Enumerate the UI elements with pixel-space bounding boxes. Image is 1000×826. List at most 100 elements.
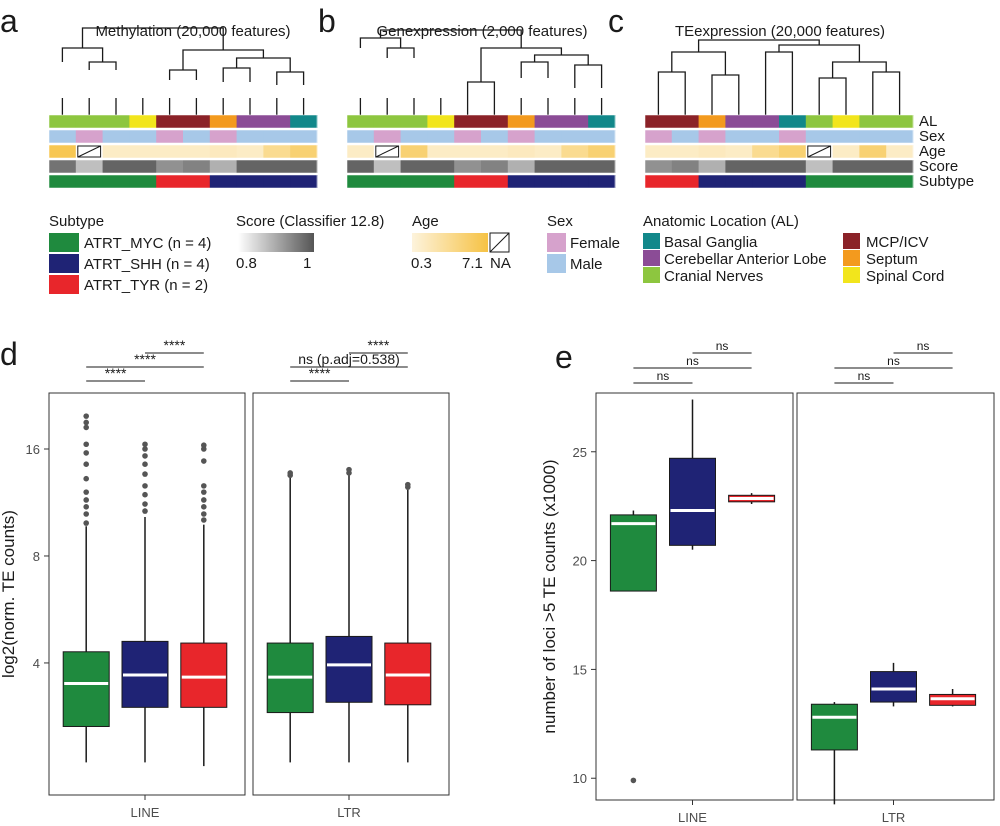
legend-score-max: 1 — [303, 255, 311, 272]
annotation-cell — [427, 145, 455, 158]
annotation-cell — [832, 160, 860, 173]
annotation-cell — [507, 175, 536, 188]
box-body — [180, 642, 228, 708]
facet-frame — [796, 392, 995, 801]
dendrogram-branch — [697, 39, 820, 52]
annotation-cell — [534, 160, 562, 173]
annotation-cell — [671, 115, 700, 128]
panel-d-boxplot: d 4 8 16 log2(norm. TE counts) LINE **** **** **… — [0, 336, 450, 820]
na-box — [807, 145, 832, 158]
annotation-cell — [263, 175, 291, 188]
annotation-cell — [373, 130, 402, 143]
comparison-label: **** — [105, 365, 127, 381]
legend-swatch-mcp — [843, 233, 860, 249]
dendrogram-branch — [818, 77, 847, 98]
na-slash — [807, 145, 831, 158]
annotation-cell — [886, 145, 914, 158]
outlier-point — [201, 517, 207, 523]
legend-al-title: Anatomic Location (AL) — [643, 213, 799, 230]
annotation-cell — [209, 145, 238, 158]
facet-line: LINE ns ns ns — [595, 339, 794, 825]
box-shh — [669, 399, 716, 550]
box-tyr — [929, 689, 977, 707]
box-shh — [870, 662, 917, 707]
heatmap-panels: a Methylation (20,000 features) b Genexpres… — [0, 3, 974, 190]
outlier-point — [630, 777, 637, 784]
annotation-cell — [779, 115, 807, 128]
x-tick-label-line: LINE — [131, 805, 160, 820]
comparison-label: ns — [716, 339, 729, 353]
annotation-cell — [534, 145, 562, 158]
heatmap-panel-b: b Genexpression (2,000 features) — [318, 3, 616, 189]
box-body — [669, 457, 716, 546]
row-label-score: Score — [919, 158, 958, 175]
annotation-row-age — [48, 144, 318, 159]
annotation-cell — [507, 130, 536, 143]
annotation-cell — [75, 160, 104, 173]
annotation-cell — [183, 115, 211, 128]
panel-letter-a: a — [0, 3, 18, 39]
outlier-point — [201, 483, 207, 489]
annotation-row-sex — [346, 129, 616, 144]
dendrogram-branch — [61, 47, 104, 62]
annotation-cell — [859, 115, 887, 128]
annotation-cell — [156, 175, 184, 188]
annotation-cell — [645, 175, 673, 188]
annotation-cell — [588, 115, 616, 128]
na-slash — [375, 145, 399, 158]
box-body — [609, 514, 657, 592]
annotation-cell — [645, 115, 673, 128]
annotation-cell — [49, 115, 77, 128]
facet-line: LINE **** **** **** — [48, 337, 246, 820]
dendrogram-branch — [657, 71, 686, 98]
x-tick-label-ltr: LTR — [337, 805, 361, 820]
annotation-cell — [534, 115, 562, 128]
outlier-point — [142, 441, 148, 448]
annotation-cell — [671, 175, 700, 188]
annotation-cell — [698, 145, 726, 158]
legend-area: Subtype ATRT_MYC (n = 4) ATRT_SHH (n = 4) A… — [49, 213, 944, 294]
dendrogram-branch — [222, 67, 251, 82]
annotation-cell — [454, 160, 482, 173]
annotation-cell — [129, 130, 157, 143]
annotation-cell — [183, 175, 211, 188]
outlier-point — [346, 466, 352, 473]
annotation-cell — [886, 160, 914, 173]
annotation-cell — [427, 130, 455, 143]
annotation-cell — [645, 160, 673, 173]
legend-swatch-septum — [843, 250, 860, 266]
outlier-point — [142, 471, 148, 477]
row-outline — [644, 114, 914, 129]
annotation-cell — [49, 175, 77, 188]
annotation-cell — [671, 130, 700, 143]
outlier-point — [142, 508, 148, 514]
x-tick-label-ltr: LTR — [882, 810, 906, 825]
legend-score-min: 0.8 — [236, 255, 257, 272]
outlier-point — [201, 511, 207, 517]
annotation-cell — [832, 175, 860, 188]
panel-title-a: Methylation (20,000 features) — [95, 23, 290, 40]
outlier-point — [405, 481, 411, 488]
annotation-cell — [236, 115, 264, 128]
annotation-cell — [236, 130, 264, 143]
annotation-cell — [156, 130, 184, 143]
annotation-cell — [507, 145, 536, 158]
box-shh — [121, 441, 169, 763]
box-myc — [266, 470, 314, 763]
facet-frame — [595, 392, 794, 801]
outlier-point — [142, 501, 148, 507]
box-shh — [325, 466, 373, 763]
na-box — [77, 145, 102, 158]
outlier-point — [83, 489, 89, 495]
annotation-cell — [886, 115, 914, 128]
panel-letter-e: e — [555, 339, 573, 375]
annotation-cell — [779, 130, 807, 143]
outlier-point — [83, 520, 89, 526]
annotation-cell — [805, 130, 834, 143]
legend-label-basal_ganglia: Basal Ganglia — [664, 234, 758, 251]
dendrogram-branch — [711, 74, 740, 98]
row-outline — [48, 174, 318, 189]
annotation-cell — [507, 115, 536, 128]
na-slash — [77, 145, 101, 158]
annotation-cell — [752, 145, 780, 158]
